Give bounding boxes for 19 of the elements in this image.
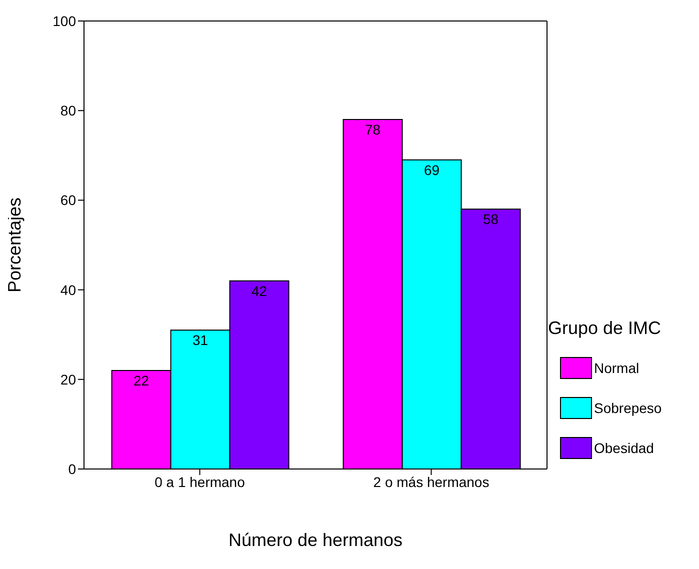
y-tick-label: 0 — [68, 460, 76, 477]
y-tick-label: 20 — [60, 371, 76, 388]
data-label: 42 — [251, 282, 268, 299]
data-label: 69 — [424, 162, 440, 178]
legend-label: Sobrepeso — [594, 400, 662, 416]
data-label: 58 — [482, 211, 499, 228]
y-tick-label: 80 — [60, 102, 76, 119]
y-tick-label: 60 — [60, 192, 76, 208]
data-label: 22 — [133, 372, 150, 388]
y-tick-label: 40 — [60, 282, 76, 298]
legend-label: Obesidad — [594, 440, 654, 456]
data-label: 78 — [364, 122, 381, 138]
legend-label: Normal — [594, 360, 640, 376]
x-axis-title: Número de hermanos — [228, 530, 403, 550]
y-tick-label: 100 — [52, 12, 76, 29]
legend-title: Grupo de IMC — [548, 318, 662, 339]
data-label: 31 — [192, 332, 208, 348]
x-tick-label: 0 a 1 hermano — [154, 474, 246, 490]
x-tick-label: 2 o más hermanos — [373, 474, 490, 490]
